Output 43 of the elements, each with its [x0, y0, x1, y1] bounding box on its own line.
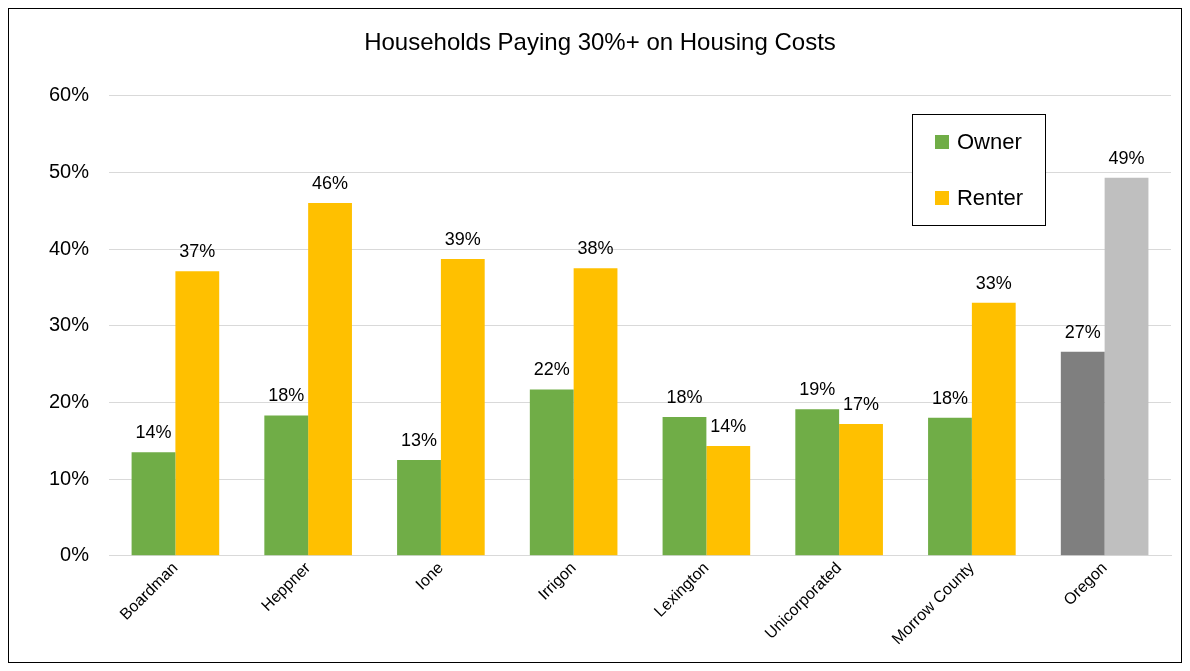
data-label: 22%	[533, 359, 570, 380]
bar	[175, 271, 220, 556]
y-tick-label: 50%	[49, 159, 90, 182]
data-label: 18%	[666, 386, 703, 407]
data-label: 18%	[931, 387, 968, 408]
legend-label: Renter	[956, 185, 1023, 211]
x-tick-label: Ione	[412, 558, 447, 593]
data-label: 14%	[710, 416, 747, 437]
bar	[971, 302, 1016, 556]
data-label: 49%	[1108, 147, 1145, 168]
y-tick-label: 40%	[49, 236, 90, 259]
data-label: 17%	[843, 393, 880, 414]
y-tick-label: 10%	[49, 466, 90, 489]
legend-label: Owner	[956, 129, 1022, 155]
bar	[264, 415, 309, 556]
data-label: 19%	[799, 379, 836, 400]
bar	[573, 268, 618, 556]
y-tick-label: 60%	[49, 83, 90, 106]
data-label: 33%	[975, 272, 1012, 293]
data-label: 27%	[1064, 321, 1101, 342]
bar	[706, 446, 751, 556]
data-label: 18%	[268, 385, 305, 406]
bar	[308, 203, 352, 556]
data-label: 46%	[312, 173, 349, 194]
bar	[795, 409, 840, 556]
bar	[440, 259, 485, 556]
data-label: 39%	[444, 229, 481, 250]
bar	[397, 459, 441, 556]
data-label: 38%	[577, 238, 614, 259]
bar	[131, 452, 176, 556]
chart-title: Households Paying 30%+ on Housing Costs	[364, 28, 836, 56]
bar	[839, 423, 883, 556]
bar	[662, 416, 707, 556]
bar	[1104, 177, 1149, 556]
bar	[1060, 351, 1105, 556]
data-label: 13%	[400, 429, 438, 450]
y-tick-label: 30%	[49, 313, 90, 336]
bar	[529, 389, 574, 556]
y-tick-label: 0%	[60, 543, 90, 566]
y-tick-label: 20%	[49, 389, 90, 412]
bar	[928, 417, 972, 556]
data-label: 37%	[179, 241, 216, 262]
data-label: 14%	[135, 422, 172, 443]
